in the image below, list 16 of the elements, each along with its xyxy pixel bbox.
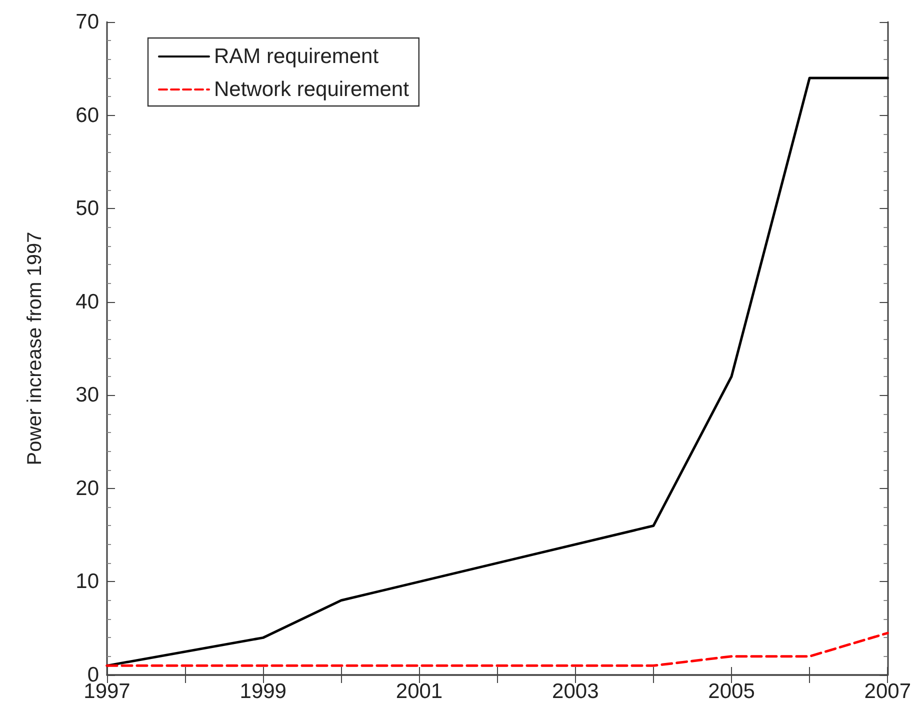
x-tick-label: 2005	[708, 680, 755, 703]
y-tick-label: 30	[76, 384, 99, 407]
x-tick-label: 1999	[240, 680, 286, 703]
y-tick-label: 10	[76, 570, 99, 594]
y-tick-label: 20	[76, 476, 99, 500]
legend-label: RAM requirement	[214, 45, 379, 68]
line-series	[106, 76, 889, 667]
x-tick-label: 2003	[552, 680, 599, 703]
y-tick-label: 40	[76, 290, 99, 314]
y-axis-title: Power increase from 1997	[24, 232, 46, 466]
y-tick-label: 50	[76, 197, 99, 220]
y-tick-label: 70	[76, 10, 99, 34]
legend-label: Network requirement	[214, 78, 410, 101]
x-tick-label: 2001	[396, 680, 443, 703]
y-tick-label: 60	[76, 104, 99, 127]
x-tick-label: 2007	[864, 680, 911, 703]
